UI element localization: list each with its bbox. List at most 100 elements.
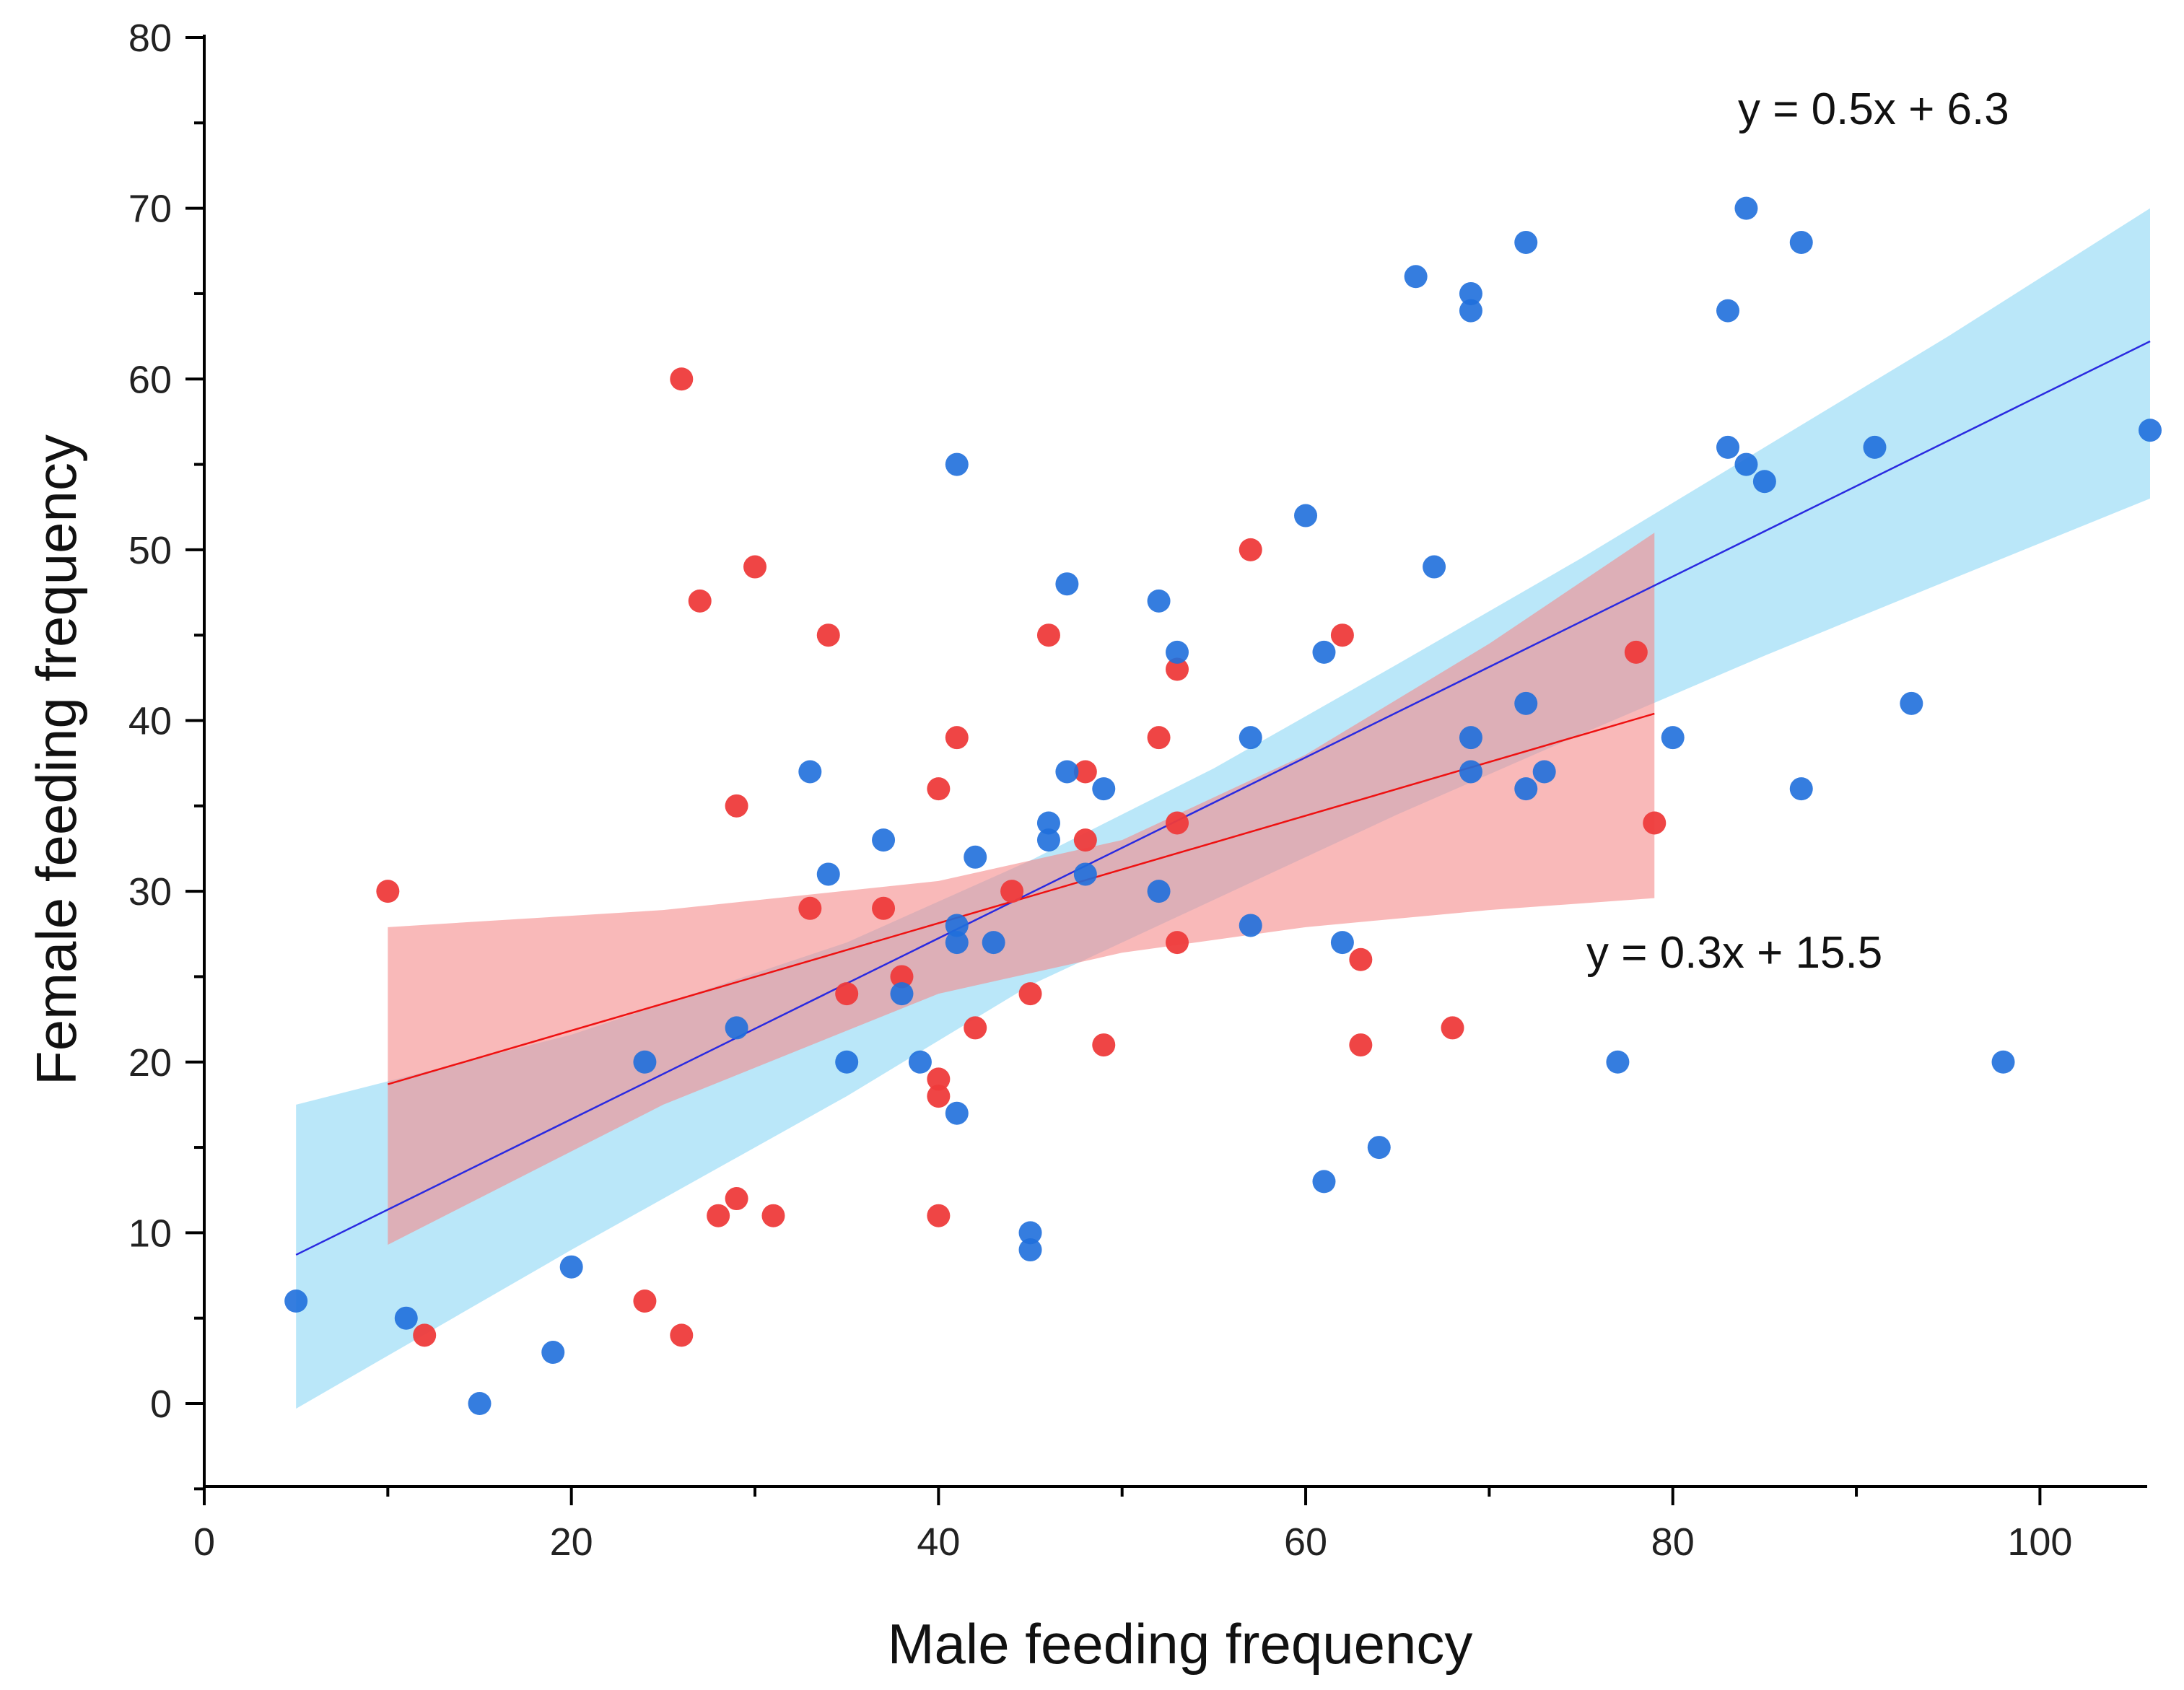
blue-data-point [1073,862,1097,886]
blue-data-point [1514,691,1538,715]
blue-data-point [284,1290,308,1313]
data-points [284,196,2162,1415]
blue-data-point [1459,299,1482,323]
blue-data-point [1606,1050,1630,1074]
red-data-point [1643,811,1667,835]
x-axis-title: Male feeding frequency [888,1612,1473,1676]
y-tick-label: 30 [128,870,172,914]
red-data-point [707,1204,730,1227]
blue-data-point [1166,640,1189,664]
red-data-point [1092,1033,1116,1057]
regression-lines [295,340,2151,1256]
blue-data-point [1863,435,1887,459]
blue-data-point [798,760,822,784]
blue-data-point [725,1016,748,1040]
blue-data-point [1367,1136,1391,1160]
red-data-point [1239,538,1262,561]
red-data-point [927,1067,951,1091]
blue-data-point [1991,1050,2015,1074]
blue-data-point [945,914,969,937]
blue-data-point [1147,880,1171,903]
red-data-point [835,982,859,1006]
y-tick-label: 20 [128,1041,172,1085]
blue-data-point [1092,777,1116,801]
blue-data-point [1312,1170,1336,1194]
red-data-point [1330,623,1354,647]
blue-regression-line [295,340,2151,1256]
blue-data-point [945,1101,969,1125]
blue-data-point [1789,230,1813,254]
red-data-point [688,589,712,613]
red-data-point [816,623,840,647]
red-regression-line [387,712,1655,1085]
red-data-point [927,777,951,801]
blue-data-point [1734,196,1758,220]
red-data-point [927,1085,951,1108]
blue-data-point [2139,419,2162,442]
blue-data-point [1330,931,1354,955]
x-tick-label: 20 [550,1520,593,1564]
red-data-point [927,1204,951,1227]
blue-data-point [1459,760,1482,784]
blue-data-point [1900,691,1923,715]
red-data-point [670,1323,694,1347]
blue-data-point [1018,1221,1042,1245]
x-tick-label: 0 [193,1520,215,1564]
red-data-point [945,726,969,750]
blue-equation-label: y = 0.5x + 6.3 [1738,84,2009,134]
blue-data-point [1752,470,1776,494]
blue-data-point [1036,811,1060,835]
red-data-point [376,880,400,903]
blue-data-point [945,931,969,955]
blue-data-point [1036,828,1060,852]
blue-data-point [908,1050,932,1074]
red-data-point [1624,640,1648,664]
x-tick-label: 100 [2007,1520,2072,1564]
blue-data-point [1661,726,1685,750]
red-data-point [1147,726,1171,750]
red-data-point [1073,828,1097,852]
y-tick-label: 0 [150,1383,172,1426]
red-data-point [725,794,748,818]
red-data-point [964,1016,987,1040]
blue-data-point [1294,504,1318,527]
blue-data-point [1459,726,1482,750]
red-data-point [413,1323,437,1347]
red-data-point [890,965,914,989]
blue-data-point [559,1255,583,1279]
x-tick-label: 60 [1284,1520,1327,1564]
blue-data-point [945,452,969,476]
red-data-point [670,367,694,391]
red-data-point [1441,1016,1464,1040]
axis-ticks: 0 10 20 30 40 50 60 70 80 0 20 40 60 80 100 [128,17,2073,1564]
blue-data-point [1716,435,1740,459]
blue-data-point [982,931,1005,955]
x-tick-label: 80 [1651,1520,1695,1564]
red-data-point [1349,947,1373,971]
blue-data-point [468,1392,492,1415]
blue-data-point [1312,640,1336,664]
y-tick-label: 10 [128,1212,172,1255]
blue-data-point [1734,452,1758,476]
red-data-point [1166,931,1189,955]
blue-data-point [1055,572,1079,596]
red-data-point [1018,982,1042,1006]
red-data-point [1166,657,1189,681]
red-data-point [743,555,767,579]
blue-data-point [1459,281,1482,305]
blue-data-point [633,1050,657,1074]
blue-data-point [1716,299,1740,323]
y-axis-title: Female feeding frequency [25,434,88,1085]
blue-data-point [890,982,914,1006]
blue-data-point [872,828,896,852]
blue-data-point [816,862,840,886]
red-data-point [633,1290,657,1313]
blue-data-point [1239,726,1262,750]
blue-data-point [1789,777,1813,801]
red-equation-label: y = 0.3x + 15.5 [1586,928,1882,978]
confidence-bands [296,208,2150,1409]
y-tick-label: 70 [128,188,172,231]
blue-data-point [1514,230,1538,254]
blue-data-point [541,1341,565,1365]
